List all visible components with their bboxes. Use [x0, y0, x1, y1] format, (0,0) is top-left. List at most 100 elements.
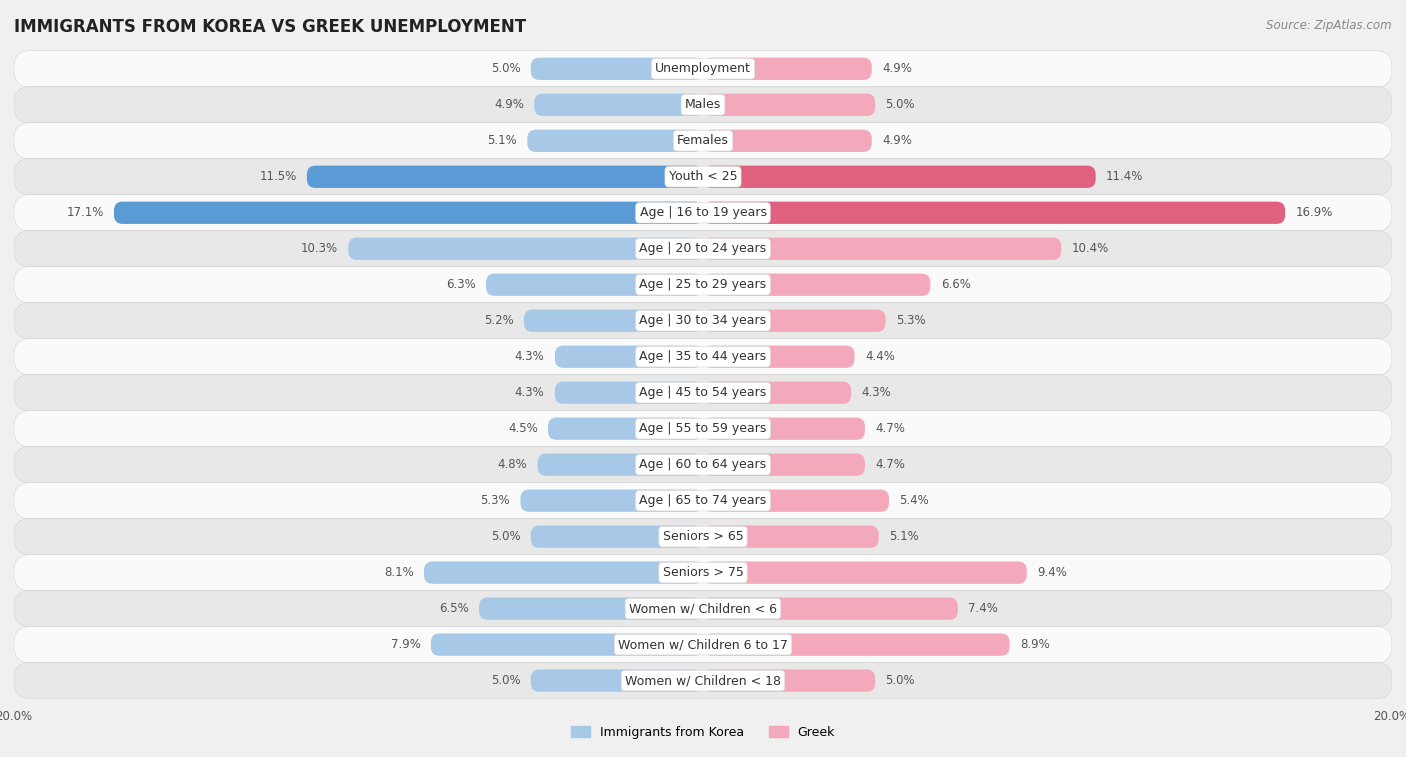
- Text: 4.7%: 4.7%: [875, 422, 905, 435]
- FancyBboxPatch shape: [703, 490, 889, 512]
- FancyBboxPatch shape: [425, 562, 703, 584]
- FancyBboxPatch shape: [703, 201, 1285, 224]
- Text: Age | 25 to 29 years: Age | 25 to 29 years: [640, 279, 766, 291]
- Text: Women w/ Children 6 to 17: Women w/ Children 6 to 17: [619, 638, 787, 651]
- FancyBboxPatch shape: [14, 519, 1392, 555]
- Text: 5.1%: 5.1%: [889, 530, 918, 544]
- Text: 4.3%: 4.3%: [515, 386, 544, 399]
- Text: 16.9%: 16.9%: [1295, 206, 1333, 220]
- Text: 4.7%: 4.7%: [875, 458, 905, 471]
- Text: 6.3%: 6.3%: [446, 279, 475, 291]
- Text: Age | 16 to 19 years: Age | 16 to 19 years: [640, 206, 766, 220]
- FancyBboxPatch shape: [14, 87, 1392, 123]
- Text: 5.4%: 5.4%: [900, 494, 929, 507]
- Text: 5.0%: 5.0%: [886, 674, 915, 687]
- FancyBboxPatch shape: [703, 634, 1010, 656]
- FancyBboxPatch shape: [14, 123, 1392, 159]
- FancyBboxPatch shape: [14, 375, 1392, 411]
- FancyBboxPatch shape: [14, 411, 1392, 447]
- FancyBboxPatch shape: [527, 129, 703, 152]
- Text: Youth < 25: Youth < 25: [669, 170, 737, 183]
- Text: 6.5%: 6.5%: [439, 602, 468, 615]
- FancyBboxPatch shape: [349, 238, 703, 260]
- Text: 10.4%: 10.4%: [1071, 242, 1109, 255]
- Text: 5.0%: 5.0%: [491, 530, 520, 544]
- FancyBboxPatch shape: [486, 273, 703, 296]
- Text: Males: Males: [685, 98, 721, 111]
- FancyBboxPatch shape: [703, 669, 875, 692]
- Text: Women w/ Children < 6: Women w/ Children < 6: [628, 602, 778, 615]
- FancyBboxPatch shape: [14, 51, 1392, 87]
- FancyBboxPatch shape: [703, 58, 872, 80]
- FancyBboxPatch shape: [479, 597, 703, 620]
- FancyBboxPatch shape: [531, 58, 703, 80]
- FancyBboxPatch shape: [524, 310, 703, 332]
- Text: Women w/ Children < 18: Women w/ Children < 18: [626, 674, 780, 687]
- Text: IMMIGRANTS FROM KOREA VS GREEK UNEMPLOYMENT: IMMIGRANTS FROM KOREA VS GREEK UNEMPLOYM…: [14, 17, 526, 36]
- Text: 7.4%: 7.4%: [969, 602, 998, 615]
- Text: 10.3%: 10.3%: [301, 242, 337, 255]
- FancyBboxPatch shape: [14, 555, 1392, 590]
- FancyBboxPatch shape: [14, 338, 1392, 375]
- FancyBboxPatch shape: [703, 345, 855, 368]
- Text: 4.4%: 4.4%: [865, 350, 894, 363]
- Text: Source: ZipAtlas.com: Source: ZipAtlas.com: [1267, 19, 1392, 32]
- Text: Age | 30 to 34 years: Age | 30 to 34 years: [640, 314, 766, 327]
- Text: 5.0%: 5.0%: [491, 62, 520, 75]
- FancyBboxPatch shape: [548, 418, 703, 440]
- FancyBboxPatch shape: [14, 303, 1392, 338]
- FancyBboxPatch shape: [14, 627, 1392, 662]
- Text: 4.8%: 4.8%: [498, 458, 527, 471]
- FancyBboxPatch shape: [703, 238, 1062, 260]
- Text: 6.6%: 6.6%: [941, 279, 970, 291]
- Text: Age | 35 to 44 years: Age | 35 to 44 years: [640, 350, 766, 363]
- FancyBboxPatch shape: [703, 597, 957, 620]
- Text: Age | 20 to 24 years: Age | 20 to 24 years: [640, 242, 766, 255]
- Text: 5.0%: 5.0%: [491, 674, 520, 687]
- Text: 4.3%: 4.3%: [862, 386, 891, 399]
- FancyBboxPatch shape: [703, 273, 931, 296]
- FancyBboxPatch shape: [555, 345, 703, 368]
- Text: Age | 65 to 74 years: Age | 65 to 74 years: [640, 494, 766, 507]
- Text: Females: Females: [678, 134, 728, 148]
- FancyBboxPatch shape: [14, 590, 1392, 627]
- FancyBboxPatch shape: [531, 669, 703, 692]
- Text: Unemployment: Unemployment: [655, 62, 751, 75]
- FancyBboxPatch shape: [703, 562, 1026, 584]
- FancyBboxPatch shape: [14, 662, 1392, 699]
- FancyBboxPatch shape: [703, 525, 879, 548]
- FancyBboxPatch shape: [14, 159, 1392, 195]
- Text: 4.5%: 4.5%: [508, 422, 537, 435]
- Text: 5.3%: 5.3%: [896, 314, 925, 327]
- FancyBboxPatch shape: [537, 453, 703, 476]
- FancyBboxPatch shape: [703, 94, 875, 116]
- Text: 4.9%: 4.9%: [494, 98, 524, 111]
- Text: 5.3%: 5.3%: [481, 494, 510, 507]
- FancyBboxPatch shape: [703, 310, 886, 332]
- Text: Age | 45 to 54 years: Age | 45 to 54 years: [640, 386, 766, 399]
- FancyBboxPatch shape: [531, 525, 703, 548]
- Text: 9.4%: 9.4%: [1038, 566, 1067, 579]
- FancyBboxPatch shape: [703, 166, 1095, 188]
- Text: 5.2%: 5.2%: [484, 314, 513, 327]
- FancyBboxPatch shape: [703, 418, 865, 440]
- FancyBboxPatch shape: [14, 231, 1392, 266]
- FancyBboxPatch shape: [534, 94, 703, 116]
- Text: 8.1%: 8.1%: [384, 566, 413, 579]
- FancyBboxPatch shape: [703, 129, 872, 152]
- FancyBboxPatch shape: [307, 166, 703, 188]
- Text: Seniors > 65: Seniors > 65: [662, 530, 744, 544]
- FancyBboxPatch shape: [703, 382, 851, 404]
- FancyBboxPatch shape: [430, 634, 703, 656]
- Text: 8.9%: 8.9%: [1019, 638, 1050, 651]
- Text: Age | 55 to 59 years: Age | 55 to 59 years: [640, 422, 766, 435]
- Text: 11.4%: 11.4%: [1107, 170, 1143, 183]
- Text: 5.1%: 5.1%: [488, 134, 517, 148]
- Text: 17.1%: 17.1%: [66, 206, 104, 220]
- FancyBboxPatch shape: [14, 483, 1392, 519]
- Text: 4.9%: 4.9%: [882, 62, 912, 75]
- Text: 5.0%: 5.0%: [886, 98, 915, 111]
- Text: 4.9%: 4.9%: [882, 134, 912, 148]
- FancyBboxPatch shape: [703, 453, 865, 476]
- Text: 4.3%: 4.3%: [515, 350, 544, 363]
